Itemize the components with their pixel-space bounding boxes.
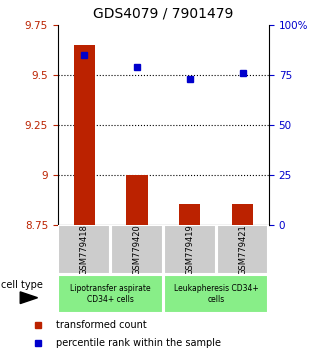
Text: transformed count: transformed count [56,320,147,330]
Bar [58,275,163,313]
Polygon shape [20,292,38,304]
Bar [179,204,200,225]
Title: GDS4079 / 7901479: GDS4079 / 7901479 [93,7,234,21]
Text: percentile rank within the sample: percentile rank within the sample [56,338,221,348]
Bar [164,275,268,313]
Bar [111,225,163,274]
Bar [217,225,268,274]
Bar [232,204,253,225]
Text: GSM779419: GSM779419 [185,224,194,275]
Text: Lipotransfer aspirate
CD34+ cells: Lipotransfer aspirate CD34+ cells [70,284,151,303]
Bar [164,225,215,274]
Text: cell type: cell type [1,280,43,290]
Bar [58,225,110,274]
Text: GSM779420: GSM779420 [132,224,142,275]
Text: Leukapheresis CD34+
cells: Leukapheresis CD34+ cells [174,284,258,303]
Bar [126,175,148,225]
Bar [74,45,95,225]
Text: GSM779421: GSM779421 [238,224,247,275]
Text: GSM779418: GSM779418 [80,224,89,275]
